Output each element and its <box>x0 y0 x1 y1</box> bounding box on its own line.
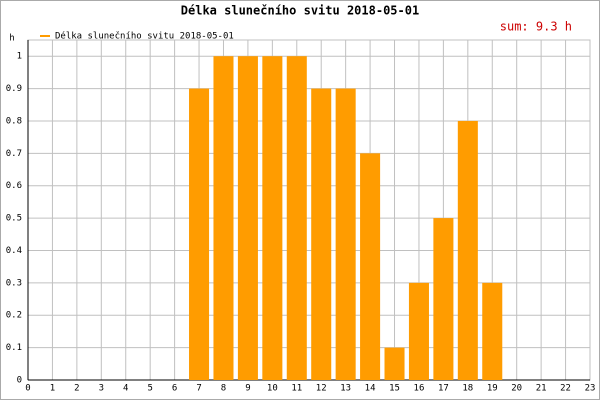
bar <box>408 282 429 380</box>
y-tick-label: 0 <box>17 376 22 386</box>
y-tick-label: 0.7 <box>6 149 22 159</box>
x-tick-label: 13 <box>340 384 351 394</box>
x-tick-label: 18 <box>462 384 473 394</box>
x-tick-label: 2 <box>74 384 79 394</box>
y-tick-label: 0.8 <box>6 116 22 126</box>
chart-title: Délka slunečního svitu 2018-05-01 <box>181 4 419 18</box>
sum-annotation: sum: 9.3 h <box>500 20 572 34</box>
y-tick-label: 0.3 <box>6 278 22 288</box>
bar <box>237 56 258 380</box>
bar <box>457 120 478 380</box>
bar <box>360 153 381 380</box>
bar <box>262 56 283 380</box>
bar <box>384 347 405 380</box>
y-tick-label: 0.1 <box>6 343 22 353</box>
bar <box>189 88 210 381</box>
x-tick-label: 5 <box>147 384 152 394</box>
x-tick-label: 0 <box>25 384 30 394</box>
bar <box>213 56 234 380</box>
x-tick-label: 14 <box>365 384 376 394</box>
y-axis-label: h <box>9 34 14 44</box>
x-tick-label: 8 <box>221 384 226 394</box>
x-tick-label: 11 <box>291 384 302 394</box>
y-tick-label: 0.9 <box>6 84 22 94</box>
x-tick-label: 9 <box>245 384 250 394</box>
bar <box>311 88 332 381</box>
x-tick-label: 22 <box>560 384 571 394</box>
bar <box>482 282 503 380</box>
y-tick-label: 0.4 <box>6 246 22 256</box>
x-tick-label: 4 <box>123 384 128 394</box>
x-tick-label: 1 <box>50 384 55 394</box>
x-tick-label: 10 <box>267 384 278 394</box>
x-tick-label: 21 <box>536 384 547 394</box>
y-tick-label: 1 <box>17 52 22 62</box>
x-tick-label: 17 <box>438 384 449 394</box>
y-tick-label: 0.2 <box>6 311 22 321</box>
bar <box>286 56 307 380</box>
y-tick-label: 0.6 <box>6 181 22 191</box>
x-tick-label: 3 <box>99 384 104 394</box>
x-tick-label: 15 <box>389 384 400 394</box>
legend-label: Délka slunečního svitu 2018-05-01 <box>55 31 234 42</box>
x-tick-label: 19 <box>487 384 498 394</box>
x-tick-label: 23 <box>585 384 596 394</box>
bar <box>433 218 454 380</box>
bar <box>335 88 356 381</box>
x-tick-label: 6 <box>172 384 177 394</box>
x-tick-label: 16 <box>414 384 425 394</box>
y-tick-label: 0.5 <box>6 214 22 224</box>
x-tick-label: 7 <box>196 384 201 394</box>
x-tick-label: 20 <box>511 384 522 394</box>
x-tick-label: 12 <box>316 384 327 394</box>
